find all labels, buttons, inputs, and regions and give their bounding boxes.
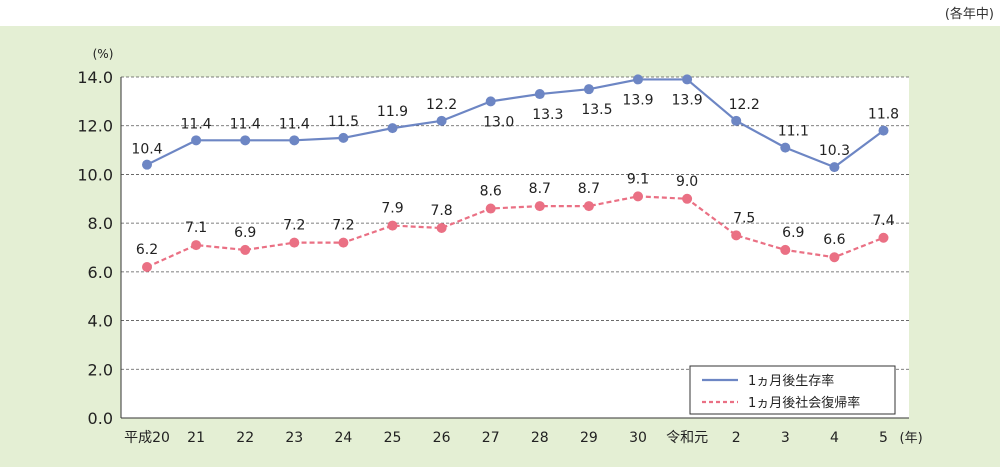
data-label: 11.5 (328, 114, 359, 130)
data-point (485, 203, 496, 214)
legend-label: 1ヵ月後生存率 (748, 373, 834, 389)
x-tick-label: 26 (433, 430, 451, 446)
x-tick-label: 28 (531, 430, 549, 446)
data-label: 8.7 (578, 181, 600, 197)
data-point (387, 123, 398, 134)
y-tick-label: 0.0 (88, 409, 113, 428)
data-label: 12.2 (729, 97, 760, 113)
data-point (289, 237, 300, 248)
data-point (191, 135, 202, 146)
y-tick-label: 4.0 (88, 312, 113, 331)
data-point (878, 232, 889, 243)
x-tick-label: 30 (629, 430, 647, 446)
data-label: 6.2 (136, 242, 158, 258)
data-label: 10.3 (819, 143, 850, 159)
data-label: 11.9 (377, 104, 408, 120)
data-point (338, 237, 349, 248)
y-tick-label: 12.0 (77, 117, 113, 136)
data-point (142, 261, 152, 272)
data-label: 7.5 (733, 210, 755, 226)
data-label: 6.9 (782, 225, 804, 241)
data-label: 9.1 (627, 171, 649, 187)
data-point (240, 244, 251, 255)
data-point (387, 220, 398, 231)
data-label: 7.9 (381, 201, 403, 217)
data-point (485, 96, 496, 107)
y-tick-label: 10.0 (77, 165, 113, 184)
chart-panel: 0.0 2.0 4.0 6.0 8.0 10.0 12.0 14.0 (%) 平成20 21 22 23… (0, 26, 1000, 467)
legend-box (689, 365, 896, 415)
y-tick-label: 14.0 (77, 68, 113, 87)
data-label: 13.5 (581, 102, 612, 118)
data-label: 7.1 (185, 220, 207, 236)
data-point (338, 132, 349, 143)
series-line-1 (146, 78, 885, 169)
series-line-2 (146, 195, 884, 268)
data-label: 11.4 (230, 116, 261, 132)
data-point (436, 223, 447, 234)
data-point (289, 135, 300, 146)
y-tick-label: 8.0 (88, 214, 113, 233)
y-tick-label: 2.0 (88, 360, 113, 379)
data-point (682, 74, 693, 85)
data-label: 7.2 (283, 218, 305, 234)
y-axis-unit: (%) (93, 47, 114, 61)
period-note: (各年中) (944, 7, 994, 22)
data-label: 11.1 (778, 124, 809, 140)
data-label: 13.0 (483, 114, 514, 130)
x-tick-label: 5 (879, 430, 888, 446)
data-point (633, 191, 643, 202)
data-label: 13.9 (672, 92, 703, 108)
data-point (240, 135, 251, 146)
x-tick-label: 23 (285, 430, 303, 446)
x-tick-label: 平成20 (124, 430, 170, 446)
data-point (534, 89, 545, 100)
data-point (731, 115, 742, 126)
data-label: 11.4 (181, 116, 212, 132)
data-point (878, 125, 889, 136)
x-tick-label: 25 (384, 430, 402, 446)
data-point (583, 84, 594, 95)
data-point (583, 201, 594, 212)
data-label: 10.4 (131, 142, 162, 158)
data-label: 11.4 (279, 116, 310, 132)
data-point (780, 142, 791, 153)
data-label: 8.7 (529, 181, 551, 197)
data-label: 6.9 (234, 225, 256, 241)
data-point (780, 244, 791, 255)
x-tick-label: 27 (482, 430, 500, 446)
legend-label: 1ヵ月後社会復帰率 (748, 395, 860, 411)
data-label: 11.8 (868, 107, 899, 123)
data-label: 13.9 (622, 92, 653, 108)
data-label: 13.3 (532, 107, 563, 123)
data-point (829, 252, 840, 263)
x-tick-label: 令和元 (666, 430, 708, 446)
data-point (142, 159, 152, 170)
data-label: 12.2 (426, 97, 457, 113)
data-point (731, 230, 742, 241)
x-tick-label: 21 (187, 430, 205, 446)
line-chart: 0.02.04.06.08.010.012.014.0(%)平成20 21 22 23… (77, 47, 923, 446)
data-label: 7.4 (872, 213, 894, 229)
data-label: 7.8 (430, 203, 452, 219)
x-axis-unit: (年) (900, 431, 923, 446)
x-tick-label: 4 (830, 430, 839, 446)
data-label: 8.6 (480, 184, 502, 200)
y-tick-label: 6.0 (88, 263, 113, 282)
x-tick-label: 22 (236, 430, 254, 446)
data-point (682, 193, 693, 204)
data-point (191, 240, 202, 251)
data-point (829, 162, 840, 173)
data-label: 7.2 (332, 218, 354, 234)
x-tick-label: 24 (334, 430, 352, 446)
x-tick-label: 3 (781, 430, 790, 446)
data-point (534, 201, 545, 212)
data-point (633, 74, 643, 85)
data-label: 6.6 (823, 232, 845, 248)
data-label: 9.0 (676, 174, 698, 190)
data-point (436, 115, 447, 126)
x-tick-label: 29 (580, 430, 598, 446)
x-tick-label: 2 (732, 430, 741, 446)
